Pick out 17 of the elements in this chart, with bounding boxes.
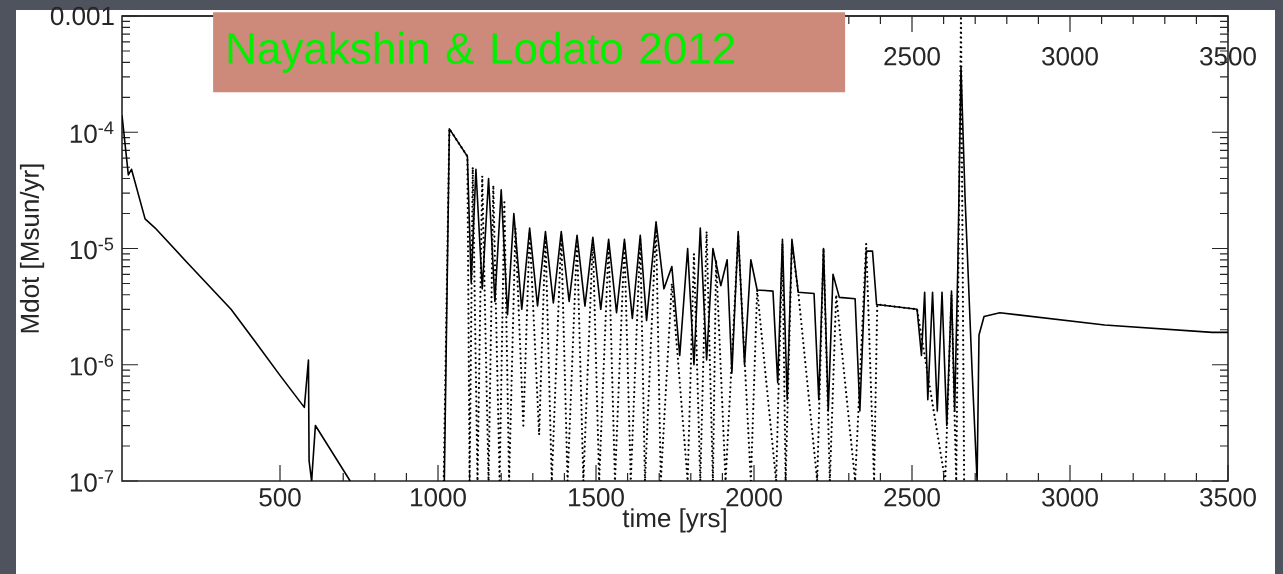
x-axis-title: time [yrs] xyxy=(622,508,726,533)
x-tick-label: 3500 xyxy=(1200,488,1256,507)
x-tick-label: 2000 xyxy=(726,488,782,507)
x2-tick-label: 2500 xyxy=(884,47,940,66)
x-tick-label: 2500 xyxy=(884,488,940,507)
y-tick-label: 0.001 xyxy=(50,6,114,26)
y-tick-label: 10$^{-4}$ xyxy=(70,121,114,143)
y-tick-label: 10$^{-6}$ xyxy=(70,353,114,376)
x-tick-label: 1500 xyxy=(569,488,624,507)
x-tick-label: 500 xyxy=(259,488,301,507)
y-axis-title: Mdot [Msun/yr] xyxy=(19,164,45,333)
x-tick-label: 3000 xyxy=(1042,488,1098,507)
x2-tick-label: 3000 xyxy=(1042,47,1098,66)
annotation: Nayakshin & Lodato 2012 xyxy=(228,31,735,73)
y-tick-label: 10$^{-5}$ xyxy=(70,237,114,260)
y-tick-label: 10$^{-7}$ xyxy=(70,470,114,492)
x-tick-label: 1000 xyxy=(411,488,466,507)
